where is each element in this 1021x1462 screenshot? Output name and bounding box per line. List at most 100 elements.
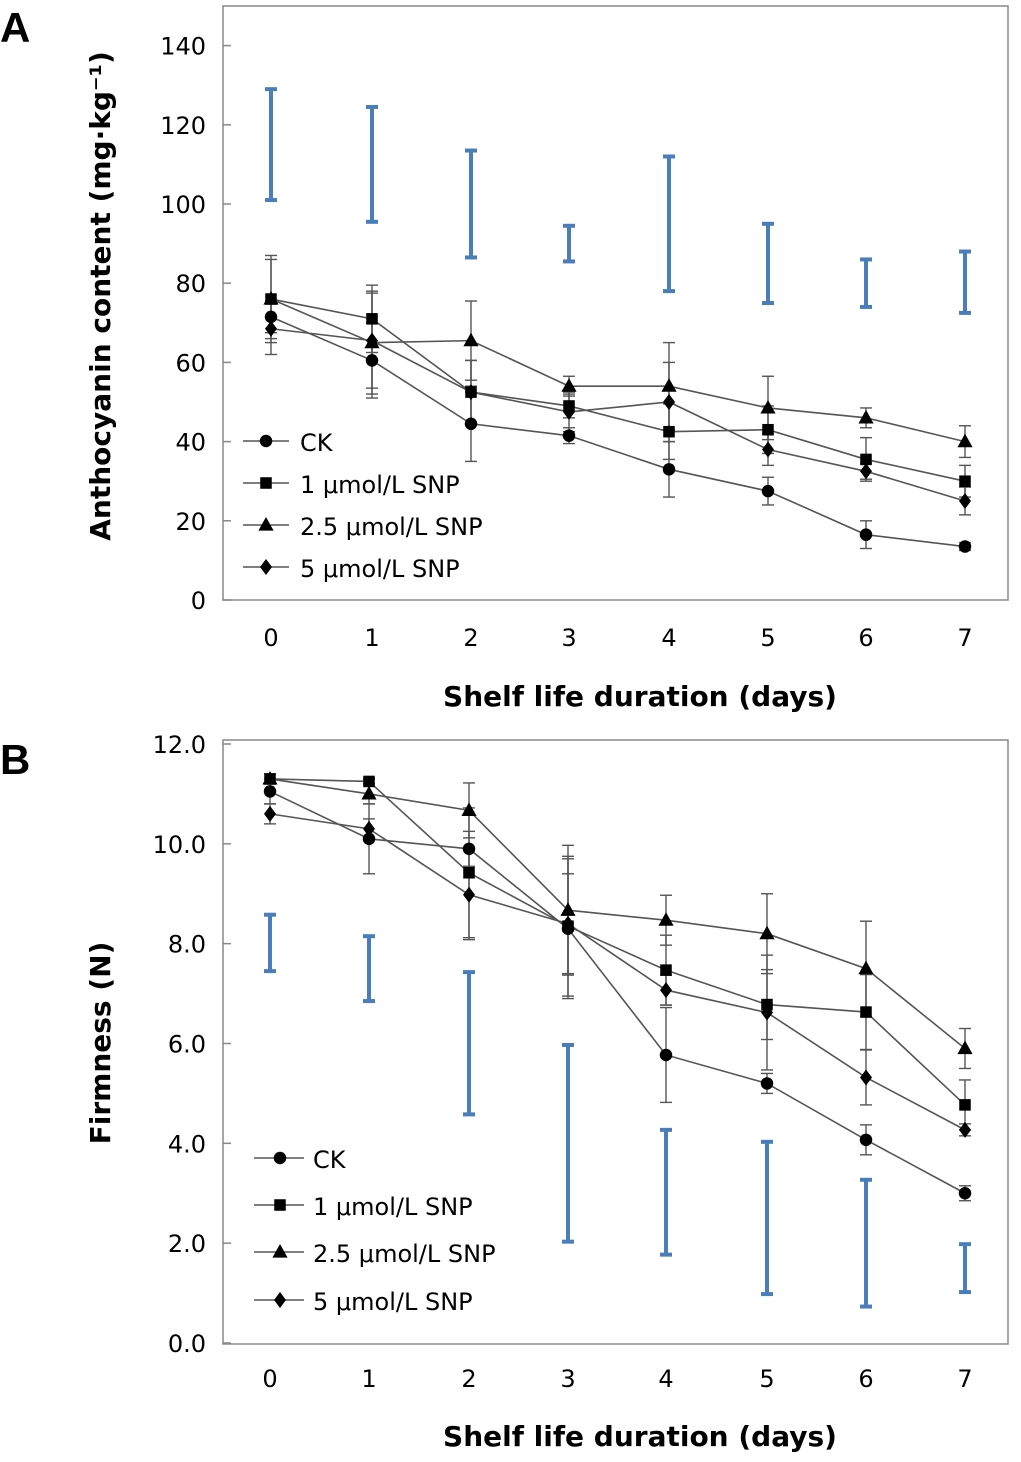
panel-b-legend: CK 1 μmol/L SNP 2.5 μmol/L SNP 5 μmol/L … (254, 1146, 496, 1316)
panel-a-point-5snp-5 (762, 441, 774, 458)
panel-a-x-tick-label-2: 2 (463, 624, 478, 652)
panel-b-x-tick-label-3: 3 (560, 1365, 575, 1393)
panel-b-point-ck-5 (760, 1077, 774, 1090)
legend-b-label-25snp: 2.5 μmol/L SNP (313, 1240, 496, 1268)
legend-a-marker-5snp (260, 559, 272, 575)
panel-a-x-tick-label-6: 6 (858, 624, 873, 652)
legend-a-label-ck: CK (300, 429, 334, 457)
panel-a-point-5snp-6 (860, 463, 872, 480)
panel-a-lsd-bar-5 (762, 221, 774, 305)
legend-a-label-1snp: 1 μmol/L SNP (300, 471, 460, 499)
panel-a-point-25snp-2 (463, 332, 479, 347)
panel-a-point-25snp-5 (760, 399, 776, 414)
panel-a-point-5snp-4 (663, 394, 675, 410)
panel-b-point-ck-7 (958, 1187, 972, 1200)
panel-b-lsd-bar-5 (761, 1139, 773, 1297)
legend-a-marker-1snp (260, 477, 272, 489)
panel-b-x-tick-label-0: 0 (262, 1365, 277, 1393)
panel-a-plot-frame (222, 5, 1009, 601)
panel-b-point-5snp-6 (860, 1069, 872, 1086)
panel-a-line-ck (270, 316, 966, 548)
panel-a-point-ck-1 (365, 354, 379, 367)
panel-b-x-tick-label-4: 4 (658, 1365, 673, 1393)
panel-a-y-tick-label-7: 140 (160, 33, 206, 61)
panel-a-x-tick-label-0: 0 (263, 624, 278, 652)
panel-a-x-tick-label-1: 1 (364, 624, 379, 652)
panel-b-point-25snp-2 (461, 802, 477, 816)
panel-b-point-5snp-7 (959, 1121, 971, 1138)
panel-b-point-1snp-2 (463, 867, 475, 879)
panel-b-point-25snp-4 (658, 912, 674, 926)
panel-a-point-25snp-0 (263, 291, 279, 305)
panel-b-lsd-bar-7 (959, 1242, 971, 1295)
panel-b-x-tick-label-7: 7 (957, 1365, 972, 1393)
panel-b-point-ck-1 (362, 832, 376, 846)
panel-b-line-1snp (269, 778, 966, 1106)
panel-a-point-1snp-1 (366, 313, 378, 325)
panel-a-y-tick-label-2: 40 (175, 429, 206, 457)
panel-a-y-tick-label-5: 100 (160, 191, 206, 219)
panel-b-point-25snp-1 (361, 785, 377, 800)
panel-b-line-ck (269, 790, 966, 1194)
panel-b-x-tick-label-1: 1 (361, 1365, 376, 1393)
panel-b-lsd-bar-3 (562, 1042, 574, 1244)
panel-b-series-lines (269, 778, 966, 1194)
panel-a-markers (263, 291, 973, 553)
legend-b-label-1snp: 1 μmol/L SNP (313, 1193, 473, 1221)
panel-b-lsd-bars (264, 912, 971, 1309)
panel-a-y-tick-label-1: 20 (175, 508, 206, 536)
legend-b-marker-5snp (274, 1292, 286, 1308)
panel-b: B Firmness (N) Shelf life duration (days… (0, 731, 1009, 1453)
panel-a-y-axis-title: Anthocyanin content (mg·kg⁻¹) (84, 51, 117, 540)
panel-a-point-ck-4 (662, 463, 676, 476)
panel-a-line-1snp (270, 298, 966, 482)
panel-a-point-5snp-0 (265, 320, 277, 337)
panel-b-lsd-bar-0 (264, 912, 276, 974)
panel-b-y-tick-label-2: 4.0 (168, 1130, 206, 1158)
panel-a-y-tick-label-3: 60 (175, 349, 206, 377)
panel-b-y-tick-label-0: 0.0 (168, 1330, 206, 1358)
legend-b-marker-25snp (272, 1244, 288, 1258)
panel-a-point-1snp-4 (663, 425, 675, 438)
panel-b-lsd-bar-2 (463, 970, 475, 1117)
panel-b-plot-frame (222, 739, 1009, 1345)
panel-b-point-5snp-3 (562, 915, 574, 932)
panel-b-point-ck-4 (659, 1048, 673, 1062)
panel-b-point-ck-0 (263, 785, 277, 798)
panel-a-x-tick-label-5: 5 (760, 624, 775, 652)
panel-a-y-ticks: 0 20 40 60 80 100 120 140 (160, 33, 231, 615)
panel-b-point-ck-6 (859, 1133, 873, 1147)
panel-b-x-tick-label-2: 2 (461, 1365, 476, 1393)
panel-b-x-tick-label-5: 5 (759, 1365, 774, 1393)
panel-b-y-tick-label-5: 10.0 (153, 831, 206, 859)
panel-b-point-1snp-1 (363, 775, 375, 788)
panel-b-point-1snp-7 (959, 1099, 971, 1111)
panel-b-line-5snp (269, 813, 966, 1131)
panel-b-y-tick-label-3: 6.0 (168, 1031, 206, 1059)
panel-b-point-5snp-2 (463, 886, 475, 903)
panel-a-point-ck-2 (464, 417, 478, 431)
panel-b-lsd-bar-4 (660, 1127, 672, 1257)
legend-b-label-5snp: 5 μmol/L SNP (313, 1288, 473, 1316)
panel-a-lsd-bar-7 (959, 249, 971, 315)
panel-a-point-1snp-7 (959, 475, 971, 487)
panel-a-y-tick-label-6: 120 (160, 112, 206, 140)
panel-a-point-5snp-3 (563, 403, 575, 420)
panel-a-x-ticks: 0 1 2 3 4 5 6 7 (263, 624, 972, 652)
panel-b-y-tick-label-4: 8.0 (168, 931, 206, 959)
panel-a-point-ck-7 (958, 540, 972, 553)
legend-a-marker-25snp (258, 517, 274, 531)
panel-a-point-ck-3 (562, 429, 576, 442)
panel-b-y-tick-label-1: 2.0 (168, 1230, 206, 1258)
panel-a-series-lines (270, 298, 966, 548)
panel-a-point-ck-5 (761, 484, 775, 498)
panel-b-point-ck-2 (462, 842, 476, 856)
panel-a-lsd-bar-0 (265, 87, 277, 203)
panel-a-point-1snp-6 (860, 453, 872, 466)
panel-a-point-1snp-5 (762, 423, 774, 436)
panel-b-line-25snp (269, 778, 966, 1050)
panel-a-lsd-bars (265, 87, 971, 315)
legend-a-marker-ck (259, 434, 273, 448)
panel-b-point-25snp-6 (858, 960, 874, 975)
